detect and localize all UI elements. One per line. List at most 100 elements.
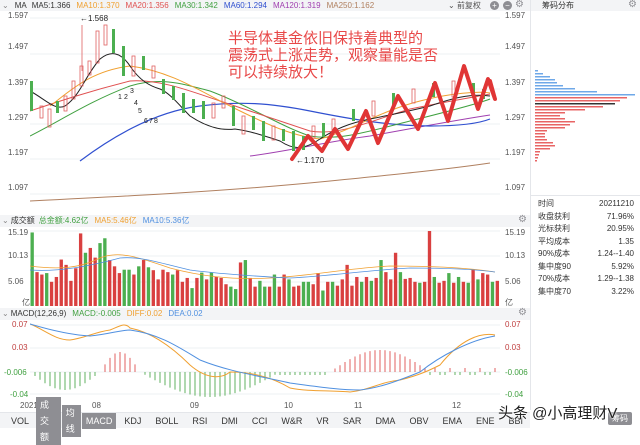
macd-legend: ⌄ MACD(12,26,9) MACD:-0.005 DIFF:0.02 DEA:0.… [2, 308, 209, 320]
info-value: 71.96% [606, 211, 634, 221]
annotation-line: 震荡式上涨走势，观察量能是否 [228, 47, 439, 64]
indicator-tab-bar: VOL 成交额 均线 MACD KDJ BOLL RSI DMI CCI W&R VR SAR DMA O… [0, 397, 530, 445]
y-tick: 1.197 [8, 148, 29, 157]
macd-y-tick: -0.04 [10, 390, 29, 399]
wave-number: 5 [138, 108, 142, 115]
y-tick-right: 1.297 [505, 113, 526, 122]
info-label: 集中度70 [538, 286, 571, 296]
tab-bbi[interactable]: BBI [508, 416, 523, 426]
ma10-label: MA10:1.370 [76, 1, 120, 10]
chip-gear-icon[interactable]: ⚙ [628, 0, 637, 10]
ma120-label: MA120:1.319 [272, 1, 321, 10]
annotation-line: 可以持续放大！ [228, 64, 334, 81]
chip-info-row: 时间 20211210 [538, 198, 634, 211]
wave-number: 6 [144, 118, 148, 125]
info-label: 收盘获利 [538, 211, 570, 221]
vol-y-tick: 10.13 [8, 251, 29, 260]
volume-legend: ⌄ 成交额 总金额:4.62亿 MA5:5.46亿 MA10:5.36亿 [2, 215, 195, 227]
chevron-down-icon[interactable]: ⌄ [2, 1, 9, 10]
high-marker: ←1.568 [80, 14, 109, 23]
info-value: 5.92% [611, 261, 634, 271]
chip-divider [531, 195, 640, 196]
vol-y-tick-right: 5.06 [505, 277, 521, 286]
vol-unit-right: 亿 [505, 298, 513, 307]
vol-y-tick-right: 15.19 [505, 228, 526, 237]
ma-legend-title: MA [14, 1, 27, 10]
y-tick-right: 1.597 [505, 11, 526, 20]
wave-number: 2 [124, 94, 128, 101]
info-label: 70%成本 [538, 274, 571, 283]
macd-y-tick-right: 0.07 [505, 320, 521, 329]
wave-number: 1 [118, 94, 122, 101]
ma20-label: MA20:1.356 [125, 1, 169, 10]
info-value: 1.24--1.40 [597, 249, 634, 258]
x-tick: 10 [284, 401, 293, 410]
tab-boll[interactable]: BOLL [155, 416, 179, 426]
y-tick: 1.297 [8, 113, 29, 122]
chevron-down-icon[interactable]: ⌄ [2, 216, 9, 225]
info-value: 1.35 [618, 236, 634, 246]
tab-ene[interactable]: ENE [475, 416, 495, 426]
chevron-down-icon[interactable]: ⌄ [2, 309, 9, 318]
tab-sar[interactable]: SAR [342, 416, 362, 426]
low-marker: ←1.170 [296, 156, 325, 165]
volume-gear-icon[interactable]: ⚙ [518, 214, 527, 225]
y-tick-right: 1.097 [505, 183, 526, 192]
macd-chart[interactable] [30, 320, 500, 400]
chip-info-row: 收盘获利 71.96% [538, 211, 634, 224]
dea-label: DEA:0.02 [168, 309, 203, 318]
macd-y-tick: 0.03 [12, 343, 28, 352]
chip-info-row: 90%成本 1.24--1.40 [538, 248, 634, 261]
ma30-label: MA30:1.342 [174, 1, 218, 10]
info-label: 平均成本 [538, 236, 570, 246]
vol-y-tick-right: 10.13 [505, 251, 526, 260]
macd-y-tick: 0.07 [12, 320, 28, 329]
candlestick-chart[interactable] [30, 11, 500, 211]
tab-macd[interactable]: MACD [81, 413, 117, 429]
gear-icon[interactable]: ⚙ [515, 0, 524, 10]
trend-zigzag-annotation [290, 64, 497, 161]
tab-dmi[interactable]: DMI [221, 416, 238, 426]
tab-kdj[interactable]: KDJ [124, 416, 142, 426]
tab-w&r[interactable]: W&R [281, 416, 303, 426]
info-label: 时间 [538, 199, 554, 208]
panel-divider [530, 0, 531, 410]
macd-gear-icon[interactable]: ⚙ [518, 307, 527, 318]
y-tick: 1.097 [8, 183, 29, 192]
wave-number: 8 [154, 118, 158, 125]
macd-value-label: MACD:-0.005 [72, 309, 121, 318]
chip-info-row: 70%成本 1.29--1.38 [538, 273, 634, 286]
total-amount-label: 总金额:4.62亿 [38, 216, 89, 225]
info-value: 20211210 [599, 199, 634, 208]
tab-obv[interactable]: OBV [409, 416, 429, 426]
chip-panel-title: 筹码分布 [542, 1, 574, 10]
y-tick-right: 1.497 [505, 42, 526, 51]
tab-均线[interactable]: 均线 [61, 405, 81, 437]
tab-成交额[interactable]: 成交额 [36, 397, 61, 445]
y-tick-right: 1.397 [505, 78, 526, 87]
tab-ema[interactable]: EMA [442, 416, 462, 426]
x-tick: 2021/07 [20, 401, 49, 410]
vol-ma10-label: MA10:5.36亿 [142, 216, 190, 225]
ma-legend: ⌄ MA MA5:1.366 MA10:1.370 MA20:1.356 MA30:1.3… [2, 0, 380, 12]
vol-ma5-label: MA5:5.46亿 [94, 216, 137, 225]
tab-cci[interactable]: CCI [251, 416, 268, 426]
chip-toggle-button[interactable]: 筹码 [608, 412, 632, 425]
macd-y-tick-right: -0.04 [505, 390, 524, 399]
tab-rsi[interactable]: RSI [192, 416, 208, 426]
macd-header [0, 308, 530, 320]
tab-dma[interactable]: DMA [375, 416, 396, 426]
chip-info-row: 集中度90 5.92% [538, 261, 634, 274]
chip-panel-header [531, 0, 640, 11]
adjust-dropdown[interactable]: ⌄ 前复权 [448, 1, 481, 10]
vol-y-tick: 5.06 [8, 277, 24, 286]
info-label: 集中度90 [538, 261, 571, 271]
chip-info-table: 时间 20211210 收盘获利 71.96% 光标获利 20.95% 平均成本 1.3… [538, 198, 634, 298]
tab-vr[interactable]: VR [316, 416, 329, 426]
volume-header [0, 215, 530, 227]
zoom-out-icon[interactable]: − [503, 1, 512, 10]
volume-bar-chart[interactable] [30, 228, 500, 306]
main-chart-header [0, 0, 530, 11]
tab-vol[interactable]: VOL [11, 416, 30, 426]
zoom-in-icon[interactable]: + [490, 1, 499, 10]
